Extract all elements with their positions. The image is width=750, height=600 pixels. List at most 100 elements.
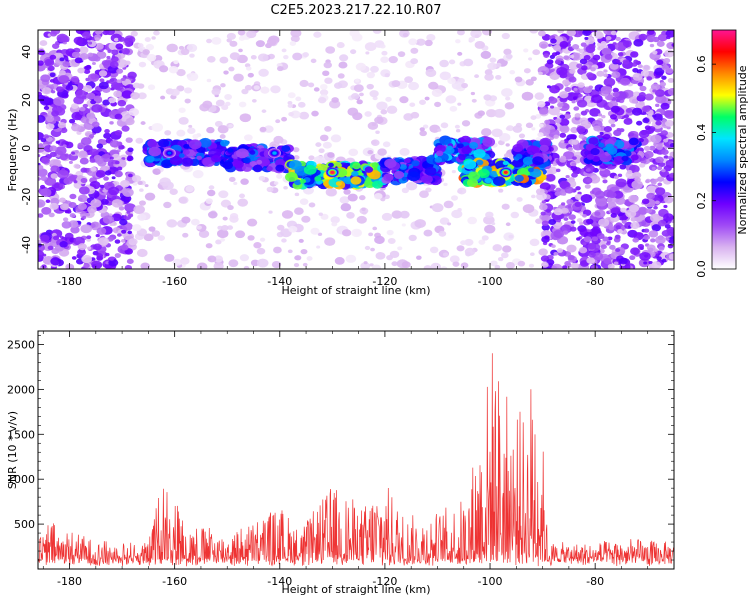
spectrogram-cell [573,106,580,111]
spectrogram-cell [95,234,100,238]
spectrogram-cell [579,58,588,65]
spectrogram-cell [469,142,479,149]
spectrogram-cell [657,182,663,187]
spectrogram-cell [538,107,549,115]
spectrogram-cell [375,130,380,134]
spectrogram-cell [658,246,665,251]
spectrogram-cell [440,266,448,269]
spectrogram-cell [574,113,581,118]
spectrogram-cell [580,42,587,47]
spectrogram-cell [419,190,429,198]
spectrogram-cell [602,133,611,141]
spectrogram-cell [227,204,234,211]
spectrogram-cell [667,77,674,83]
spectrogram-cell [496,62,502,67]
spectrogram-cell [664,119,674,127]
spectrogram-cell [358,195,366,201]
spectrogram-cell [341,229,352,237]
spectrogram-cell [493,108,506,118]
spectrogram-cell [266,186,274,193]
spectrogram-cell [574,201,582,207]
spectrogram-cell [45,122,55,130]
spectrogram-cell [416,255,422,260]
spectrogram-cell [372,30,382,34]
spectrogram-cell [586,257,596,264]
spectrogram-cell [385,96,392,102]
spectrogram-cell [53,96,65,106]
spectrogram-cell [111,153,121,161]
spectrogram-cell [512,125,523,133]
spectrogram-cell [443,182,448,187]
spectrogram-cell [541,200,547,204]
spectrogram-cell [603,125,612,133]
spectrogram-cell [654,89,665,97]
spectrogram-cell [642,64,651,71]
spectrogram-cell [625,107,633,113]
spectrogram-cell [192,134,199,139]
spectrogram-cell [52,235,59,241]
spectrogram-cell [211,37,222,45]
spectrogram-cell [292,52,303,61]
spectrogram-cell [422,124,429,129]
spectrogram-cell [61,221,72,229]
spectrogram-cell [425,68,437,78]
spectrogram-cell [600,85,612,95]
spectrogram-cell [308,202,316,208]
spectrogram-cell [62,61,71,68]
spectrogram-cell [596,61,606,69]
spectrogram-cell [246,30,257,39]
spectrogram-cell [227,148,234,153]
spectrogram-cell [653,113,663,121]
spectrogram-cell [583,54,591,61]
spectrogram-cell [420,174,433,184]
spectrogram-cell [551,244,556,248]
spectrogram-cell [564,260,571,266]
spectrogram-cell [391,261,398,267]
spectrogram-cell [50,173,58,179]
spectrogram-cell [577,82,585,88]
spectrogram-cell [317,163,328,172]
spectrogram-cell [615,178,627,188]
spectrogram-cell [356,215,367,224]
spectrogram-cell [276,224,285,231]
spectrogram-cell [237,30,246,36]
spectrogram-cell [185,185,194,193]
spectrogram-cell [436,150,444,157]
spectrogram-cell [570,126,579,134]
spectrogram-cell [384,73,390,78]
spectrogram-cell [484,224,496,234]
spectrogram-cell [563,139,569,144]
spectrogram-cell [423,229,433,237]
spectrogram-cell [228,259,239,268]
spectrogram-cell [541,261,549,268]
spectrogram-cell [49,78,55,83]
spectrogram-cell [294,207,304,215]
spectrogram-cell [88,41,93,45]
spectrogram-cell [169,155,183,166]
spectrogram-cell [623,118,633,125]
spectrogram-cell [458,154,467,161]
spectrogram-cell [180,257,190,265]
spectrogram-cell [656,59,664,66]
spectrogram-cell [298,111,310,120]
spectrogram-cell [229,40,238,47]
spectrogram-cell [146,53,157,62]
spectrogram-cell [590,148,600,156]
colorbar-ticks: 0.0 0.2 0.4 0.6 [695,55,716,278]
spectrogram-cell [283,185,288,190]
spectrogram-cell [188,139,202,150]
spectrogram-cell [612,91,620,98]
spectrogram-cell [586,218,594,225]
spectrogram-cell [473,148,486,159]
spectrogram-cell [354,78,360,83]
top-y-axis-title: Frequency (Hz) [6,109,19,192]
spectrogram-cell [659,170,669,177]
spectrogram-cell [297,101,306,108]
spectrogram-cell [119,218,128,226]
spectrogram-cell [299,198,309,205]
spectrogram-cell [502,160,509,166]
spectrogram-cell [315,142,322,147]
spectrogram-cell [512,143,524,153]
spectrogram-cell [650,134,662,144]
spectrogram-cell [82,84,93,93]
